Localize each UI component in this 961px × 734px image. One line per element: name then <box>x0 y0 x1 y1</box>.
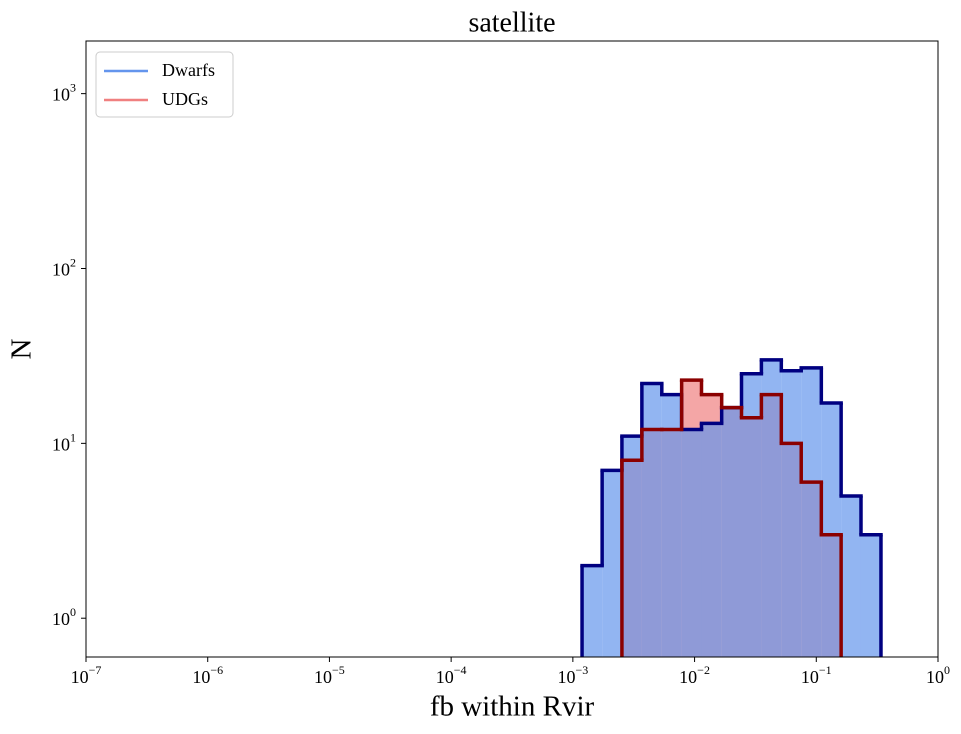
y-axis-label: N <box>6 338 38 359</box>
histogram-edges <box>580 358 883 657</box>
y-tick-label: 101 <box>52 430 76 454</box>
histogram-bar <box>602 470 622 657</box>
x-tick-label: 10−6 <box>192 663 223 687</box>
x-tick-label: 10−1 <box>801 663 832 687</box>
histogram-bar <box>681 429 702 657</box>
histogram-bar <box>661 394 682 657</box>
chart-title: satellite <box>468 7 555 38</box>
histogram-bar <box>721 407 742 657</box>
y-tick-label: 102 <box>52 255 76 279</box>
legend-label: Dwarfs <box>162 60 215 80</box>
histogram-bar <box>781 370 802 657</box>
histogram-bar <box>821 403 842 657</box>
histogram-bar <box>761 359 782 657</box>
histogram-bar <box>701 423 722 657</box>
x-axis-label: fb within Rvir <box>430 691 595 723</box>
x-tick-label: 10−7 <box>71 663 102 687</box>
x-tick-label: 10−3 <box>557 663 588 687</box>
x-tick-label: 10−5 <box>314 663 345 687</box>
histogram-bar <box>621 436 642 657</box>
histogram-bar <box>641 383 662 657</box>
histogram-bar <box>801 367 822 657</box>
x-tick-label: 100 <box>926 663 950 687</box>
histogram-bar <box>860 534 881 657</box>
legend-label: UDGs <box>162 89 208 109</box>
x-tick-label: 10−2 <box>679 663 710 687</box>
ticks: 10−7 10−6 10−5 10−4 10−3 10−2 10−1 100 100 101 102… <box>52 80 950 687</box>
y-tick-label: 100 <box>52 605 76 629</box>
legend: Dwarfs UDGs <box>95 51 234 118</box>
y-tick-label: 103 <box>52 80 76 104</box>
x-tick-label: 10−4 <box>436 663 467 687</box>
histogram-fills <box>582 359 881 657</box>
plot-frame <box>85 40 939 658</box>
histogram-bar <box>582 565 603 657</box>
histogram-bar <box>841 495 861 657</box>
histogram-bar <box>741 373 762 657</box>
